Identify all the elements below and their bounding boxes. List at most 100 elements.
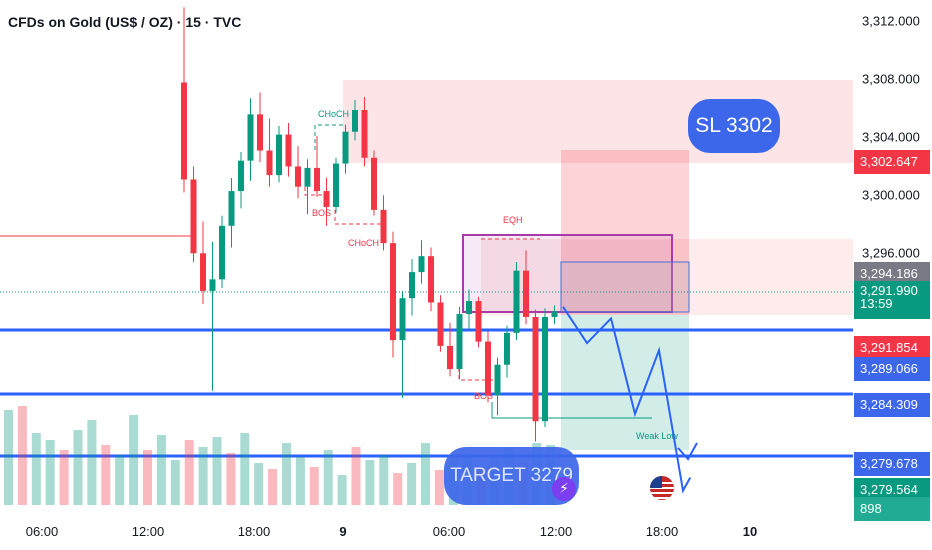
x-tick-label: 10: [743, 524, 757, 539]
eqh-label: EQH: [503, 215, 523, 225]
x-tick-label: 06:00: [433, 524, 466, 539]
candle: [352, 99, 358, 141]
forecast-path: [562, 306, 692, 494]
eqh-box: [462, 234, 673, 313]
volume-bar: [393, 473, 403, 505]
choch-mark-1: [334, 210, 387, 225]
bos-mark-1: [304, 180, 332, 196]
x-tick-label: 18:00: [238, 524, 271, 539]
volume-bar: [4, 410, 13, 505]
candle: [475, 296, 482, 348]
candle: [295, 146, 301, 199]
candle: [551, 305, 558, 325]
price-tag: 3,284.309: [854, 393, 930, 417]
volume-bar: [240, 433, 250, 505]
volume-bar: [351, 447, 361, 505]
y-tick-label: 3,296.000: [862, 245, 920, 260]
volume-bar: [115, 455, 125, 505]
candle: [456, 306, 463, 380]
price-tag: 3,291.990 13:59: [854, 281, 930, 319]
volume-bar: [407, 463, 417, 505]
volume-bar: [17, 406, 27, 505]
volume-bar: [184, 440, 194, 505]
candle: [466, 289, 472, 330]
candle: [285, 123, 292, 177]
bos-label-2: BOS: [474, 391, 493, 401]
volume-bar: [198, 447, 208, 505]
lightning-icon[interactable]: ⚡: [552, 477, 576, 501]
price-axis[interactable]: 3,312.000 3,308.000 3,304.000 3,300.000 3,29…: [862, 14, 920, 511]
candle: [418, 240, 425, 284]
volume-bar: [31, 433, 41, 505]
candle: [228, 178, 235, 248]
volume-bar: [101, 445, 111, 505]
volume-bar: [268, 469, 278, 505]
candle: [276, 125, 282, 183]
time-axis[interactable]: 06:00 12:00 18:00 9 06:00 12:00 18:00 10: [26, 524, 758, 539]
candle: [532, 309, 539, 442]
candle: [523, 250, 529, 325]
y-tick-label: 3,300.000: [862, 187, 920, 202]
volume-bar: [156, 435, 166, 505]
volume-bar: [45, 440, 55, 505]
candle: [342, 124, 349, 174]
eqh-zone-upper: [481, 239, 853, 315]
volume-bar: [212, 437, 222, 505]
candle: [209, 241, 216, 391]
candle: [390, 231, 396, 358]
x-tick-label: 12:00: [540, 524, 573, 539]
y-tick-label: 3,308.000: [862, 72, 920, 87]
candle: [200, 221, 206, 304]
candles: [181, 7, 558, 442]
candle: [314, 136, 320, 197]
volume-bar: [337, 475, 347, 505]
candle: [542, 308, 548, 427]
x-tick-label: 06:00: [26, 524, 59, 539]
price-tag-countdown: 13:59: [860, 296, 893, 311]
candle: [447, 322, 453, 377]
candle: [371, 150, 377, 216]
candle: [361, 96, 368, 167]
sl-risk-zone: [561, 150, 689, 315]
forecast-arrowhead: [677, 442, 698, 461]
us-flag-icon[interactable]: [650, 476, 674, 500]
price-tag: 3,289.066: [854, 357, 930, 381]
choch-mark-2: [314, 124, 345, 150]
volume-bar: [129, 415, 139, 505]
price-tag: 898: [854, 497, 930, 521]
candle: [399, 290, 406, 399]
volume-bar: [379, 455, 389, 505]
volume-bar: [143, 450, 152, 505]
candle: [181, 7, 187, 193]
weak-low-label: Weak Low: [636, 431, 678, 441]
volume-bar: [59, 450, 69, 505]
candle: [238, 151, 244, 209]
x-tick-label: 9: [339, 524, 346, 539]
volume-bars: [4, 406, 556, 505]
candle: [190, 166, 197, 262]
take-profit-zone: [561, 315, 689, 450]
volume-bar: [434, 470, 444, 505]
volume-bar: [421, 443, 430, 505]
entry-box: [560, 261, 690, 313]
candle: [247, 98, 254, 181]
candle: [504, 325, 510, 378]
candle: [333, 157, 339, 213]
bos-label-1: BOS: [312, 208, 331, 218]
candle: [304, 159, 311, 215]
candle: [380, 195, 387, 251]
volume-bar: [254, 463, 264, 505]
candle: [494, 357, 501, 416]
volume-bar: [295, 457, 305, 505]
choch-label-1: CHoCH: [318, 109, 349, 119]
price-tag-value: 3,291.990: [860, 283, 918, 298]
x-tick-label: 12:00: [132, 524, 165, 539]
bos-mark-2: [458, 368, 499, 381]
volume-bar: [323, 450, 333, 505]
annotation-labels: CHoCH BOS CHoCH EQH BOS Weak Low: [312, 109, 678, 441]
candle: [513, 261, 520, 341]
candle: [266, 118, 273, 187]
volume-bar: [365, 460, 375, 505]
choch-label-2: CHoCH: [348, 238, 379, 248]
sl-badge: SL 3302: [688, 99, 780, 153]
